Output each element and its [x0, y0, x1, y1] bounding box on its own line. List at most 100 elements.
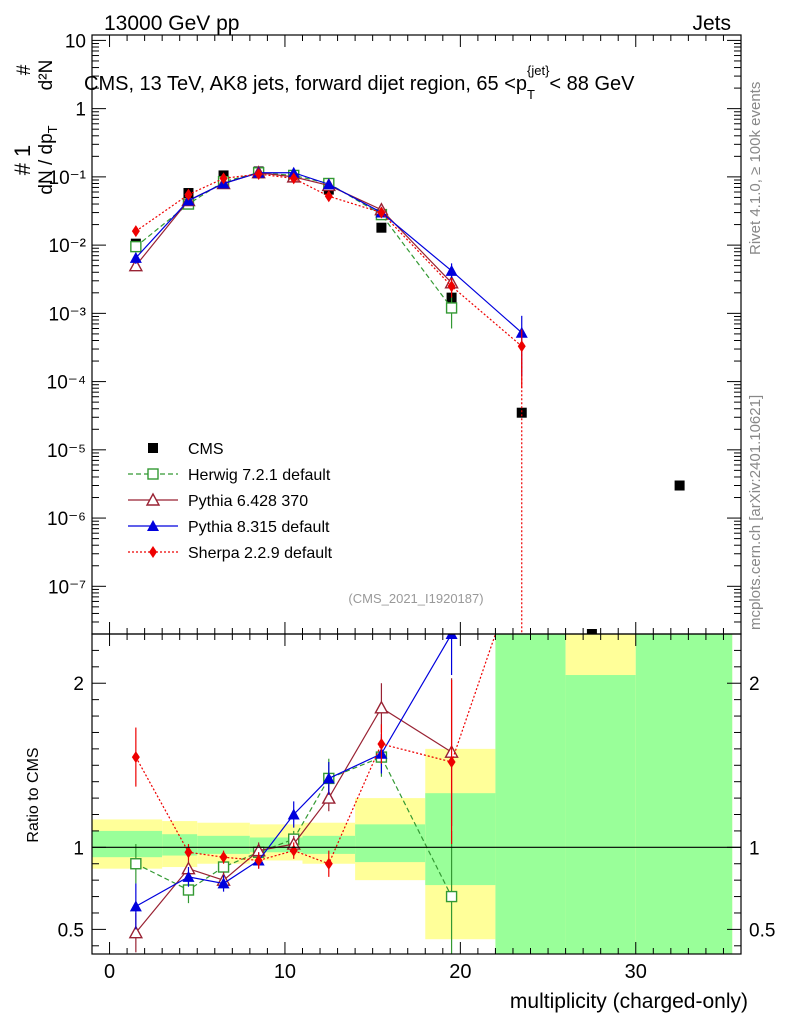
ratio-y-axis-label: Ratio to CMS: [25, 747, 42, 842]
main-y-tick-label-5: 10⁻⁴: [47, 373, 86, 394]
ratio-line-herwig-7-2-1-default: [135, 756, 453, 897]
main-y-tick-label-3: 10⁻²: [49, 236, 87, 257]
main-point-sherpa-2-2-9-default-0: [131, 225, 140, 238]
rivet-version-label: Rivet 4.1.0, ≥ 100k events: [747, 82, 764, 255]
legend-label-sherpa-2-2-9-default: Sherpa 2.2.9 default: [188, 545, 333, 562]
header-right-label: Jets: [692, 12, 731, 35]
ratio-point-pythia-6-428-370-6: [374, 700, 389, 714]
main-line-herwig-7-2-1-default: [135, 172, 453, 309]
ratio-point-pythia-8-315-default-0: [129, 900, 142, 912]
ratio-point-pythia-6-428-370-0: [128, 925, 144, 939]
ratio-y-tick-label-right-0: 0.5: [749, 920, 775, 941]
main-point-pythia-8-315-default-5: [322, 178, 335, 190]
ratio-point-sherpa-2-2-9-default-1: [184, 846, 193, 859]
uncertainty-bands: [92, 634, 733, 954]
main-y-tick-label-0: 10: [65, 31, 86, 52]
ratio-point-pythia-8-315-default-5: [322, 772, 335, 784]
x-tick-label-0: 0: [104, 961, 115, 983]
main-point-sherpa-2-2-9-default-7: [447, 280, 456, 293]
ratio-point-herwig-7-2-1-default-0: [130, 858, 142, 870]
stat-band-0: [92, 830, 163, 858]
main-y-tick-label-7: 10⁻⁶: [47, 509, 86, 530]
svg-text:d²N: d²N: [36, 60, 57, 91]
main-point-pythia-8-315-default-7: [445, 264, 458, 276]
chart-title: CMS, 13 TeV, AK8 jets, forward dijet reg…: [84, 63, 635, 102]
stat-band-6: [425, 793, 496, 886]
ratio-point-sherpa-2-2-9-default-3: [254, 854, 263, 867]
header-left-label: 13000 GeV pp: [104, 12, 239, 35]
ratio-point-sherpa-2-2-9-default-0: [131, 751, 140, 764]
x-tick-label-10: 10: [274, 961, 296, 983]
legend-marker-sherpa-2-2-9-default: [149, 546, 157, 558]
axes-layer: 0 10 20 30 10 1 10⁻¹ 10⁻² 10⁻³ 10⁻⁴ 10⁻⁵ 10⁻⁶ 10⁻⁷ 0.…: [47, 31, 776, 983]
ratio-point-pythia-8-315-default-2: [217, 877, 230, 889]
ratio-y-tick-label-right-1: 1: [749, 838, 760, 859]
stat-band-8: [565, 675, 636, 954]
legend-label-herwig-7-2-1-default: Herwig 7.2.1 default: [188, 467, 331, 484]
legend-label-pythia-6-428-370: Pythia 6.428 370: [188, 493, 308, 510]
main-y-tick-label-6: 10⁻⁵: [47, 441, 86, 462]
main-point-pythia-6-428-370-0: [128, 258, 144, 272]
ratio-point-pythia-8-315-default-1: [182, 870, 195, 882]
main-point-cms-9: [586, 629, 597, 634]
svg-text:dN / dpT: dN / dpT: [36, 125, 60, 194]
analysis-id: (CMS_2021_I1920187): [348, 591, 483, 606]
stat-band-7: [495, 634, 566, 954]
legend-label-cms: CMS: [188, 441, 224, 458]
main-point-sherpa-2-2-9-default-3: [254, 168, 263, 181]
main-series-sherpa-2-2-9-default: [131, 168, 526, 634]
main-point-herwig-7-2-1-default-0: [130, 240, 142, 253]
ratio-point-pythia-8-315-default-4: [287, 808, 300, 820]
main-y-tick-label-8: 10⁻⁷: [48, 577, 86, 598]
main-y-tick-label-1: 1: [75, 100, 86, 121]
main-point-herwig-7-2-1-default-7: [445, 302, 458, 314]
main-point-cms-10: [674, 480, 685, 491]
legend-marker-pythia-6-428-370: [145, 492, 161, 506]
x-axis-label: multiplicity (charged-only): [510, 990, 748, 1013]
svg-text:#1: #1: [10, 145, 35, 176]
legend-label-pythia-8-315-default: Pythia 8.315 default: [188, 519, 330, 536]
main-point-cms-6: [376, 222, 387, 233]
stat-band-9: [635, 634, 733, 954]
ratio-y-tick-label-left-1: 1: [73, 838, 84, 859]
mcplots-label: mcplots.cern.ch [arXiv:2401.10621]: [747, 395, 764, 630]
ratio-y-tick-label-left-2: 2: [73, 674, 84, 695]
main-point-sherpa-2-2-9-default-2: [219, 172, 228, 185]
main-y-axis-label: #1 dN / dpT d²N #: [10, 60, 60, 195]
main-point-cms-8: [516, 407, 527, 418]
svg-text:#: #: [14, 64, 35, 75]
main-point-sherpa-2-2-9-default-6: [377, 206, 386, 219]
ratio-point-pythia-8-315-default-7: [445, 634, 458, 639]
stat-band-4: [302, 835, 356, 854]
legend-marker-pythia-8-315-default: [147, 520, 159, 531]
legend-marker-herwig-7-2-1-default: [147, 468, 159, 480]
stat-band-5: [355, 824, 426, 863]
main-line-pythia-6-428-370: [135, 172, 453, 284]
main-series-pythia-6-428-370: [128, 165, 459, 293]
main-point-sherpa-2-2-9-default-5: [324, 190, 333, 203]
legend-marker-cms: [148, 443, 158, 453]
ratio-point-sherpa-2-2-9-default-5: [324, 857, 333, 870]
ratio-frame: [91, 633, 742, 955]
main-y-tick-label-4: 10⁻³: [49, 304, 87, 325]
x-tick-label-30: 30: [625, 961, 647, 983]
main-point-pythia-8-315-default-0: [129, 251, 142, 263]
ratio-series-pythia-8-315-default: [129, 634, 458, 930]
ratio-series-sherpa-2-2-9-default: [131, 634, 497, 877]
ratio-point-herwig-7-2-1-default-7: [445, 890, 458, 903]
ratio-line-sherpa-2-2-9-default: [135, 743, 452, 865]
x-tick-label-20: 20: [449, 961, 471, 983]
legend: CMS Herwig 7.2.1 default Pythia 6.428 370 P…: [128, 441, 333, 562]
series-layer: [128, 165, 685, 954]
main-point-pythia-8-315-default-4: [287, 166, 300, 178]
ratio-line-pythia-8-315-default: [135, 634, 453, 907]
ratio-y-tick-label-left-0: 0.5: [58, 920, 84, 941]
main-point-sherpa-2-2-9-default-4: [289, 172, 298, 185]
ratio-point-sherpa-2-2-9-default-2: [219, 851, 228, 864]
ratio-y-tick-label-right-2: 2: [749, 674, 760, 695]
main-y-tick-label-2: 10⁻¹: [49, 168, 87, 189]
ratio-point-pythia-6-428-370-5: [321, 790, 336, 804]
ratio-point-sherpa-2-2-9-default-6: [377, 737, 386, 750]
main-series-herwig-7-2-1-default: [130, 167, 458, 329]
